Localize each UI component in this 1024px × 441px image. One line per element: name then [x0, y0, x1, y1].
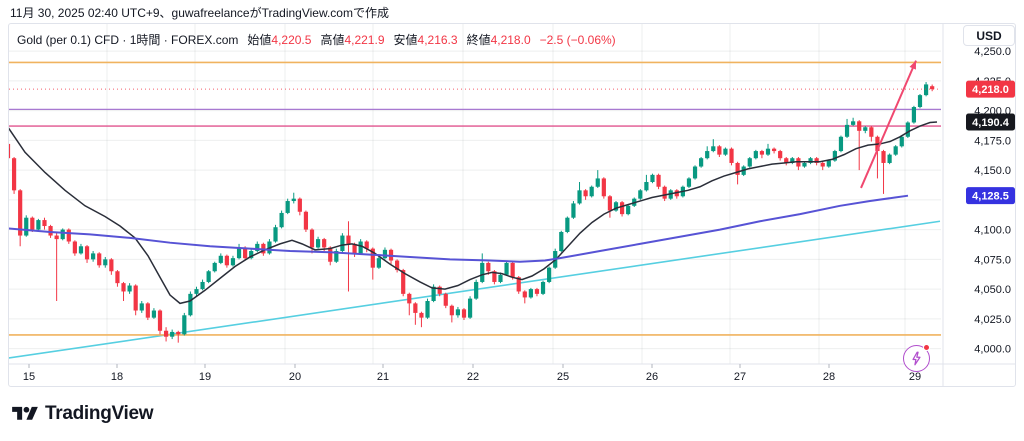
- chart-legend[interactable]: Gold (per 0.1) CFD · 1時間 · FOREX.com 始値4…: [17, 31, 616, 48]
- time-tick-label: 25: [557, 371, 569, 383]
- time-tick-label: 15: [23, 371, 35, 383]
- arrow-head: [909, 60, 916, 70]
- time-tick-label: 26: [646, 371, 658, 383]
- notification-dot: [923, 344, 930, 351]
- ohlc-high: 高値4,221.9: [320, 33, 385, 47]
- tradingview-brand-text: TradingView: [45, 403, 154, 424]
- currency-button[interactable]: USD: [963, 25, 1015, 46]
- time-tick-label: 28: [823, 371, 835, 383]
- arrow-annotation[interactable]: [860, 60, 917, 189]
- time-tick-label: 18: [111, 371, 123, 383]
- price-tick-label: 4,100.0: [974, 225, 1011, 237]
- price-tick-label: 4,250.0: [974, 46, 1011, 58]
- price-axis[interactable]: 4,250.04,225.04,200.04,175.04,150.04,100…: [974, 46, 1011, 356]
- price-tick-label: 4,050.0: [974, 284, 1011, 296]
- svg-text:4,218.0: 4,218.0: [972, 84, 1009, 96]
- svg-text:4,128.5: 4,128.5: [972, 191, 1009, 203]
- ohlc-open: 始値4,220.5: [247, 33, 312, 47]
- time-tick-label: 19: [199, 371, 211, 383]
- price-badge: 4,190.4: [966, 113, 1015, 131]
- price-tick-label: 4,000.0: [974, 344, 1011, 356]
- lightning-icon: [912, 351, 921, 366]
- flash-alert-button[interactable]: [903, 344, 930, 372]
- attribution-text: 11月 30, 2025 02:40 UTC+9、guwafreelanceがT…: [10, 6, 389, 20]
- time-axis[interactable]: 15 18 19 20 21 22 25 26 27 28 29: [23, 364, 921, 383]
- symbol-title[interactable]: Gold (per 0.1) CFD · 1時間 · FOREX.com: [17, 33, 239, 47]
- price-badge: 4,218.0: [966, 80, 1015, 98]
- ohlc-close: 終値4,218.0: [466, 33, 531, 47]
- time-tick-label: 27: [734, 371, 746, 383]
- price-tick-label: 4,075.0: [974, 254, 1011, 266]
- gridlines: [9, 24, 941, 364]
- time-tick-label: 20: [289, 371, 301, 383]
- trendline-cyan[interactable]: [0, 220, 941, 359]
- svg-text:4,190.4: 4,190.4: [972, 117, 1010, 129]
- footer: TradingView: [12, 403, 154, 425]
- time-tick-label: 22: [467, 371, 479, 383]
- change-value: −2.5 (−0.06%): [539, 32, 616, 47]
- ma-line-blue[interactable]: [8, 194, 909, 263]
- tradingview-logo-icon: [12, 406, 38, 420]
- time-tick-label: 21: [377, 371, 389, 383]
- time-tick-label: 29: [909, 371, 921, 383]
- candles: [9, 82, 935, 343]
- price-badge: 4,128.5: [966, 187, 1015, 205]
- price-tick-label: 4,025.0: [974, 314, 1011, 326]
- ohlc-low: 安値4,216.3: [393, 33, 458, 47]
- ma-line-black[interactable]: [8, 121, 938, 305]
- price-tick-label: 4,175.0: [974, 135, 1011, 147]
- price-tick-label: 4,150.0: [974, 165, 1011, 177]
